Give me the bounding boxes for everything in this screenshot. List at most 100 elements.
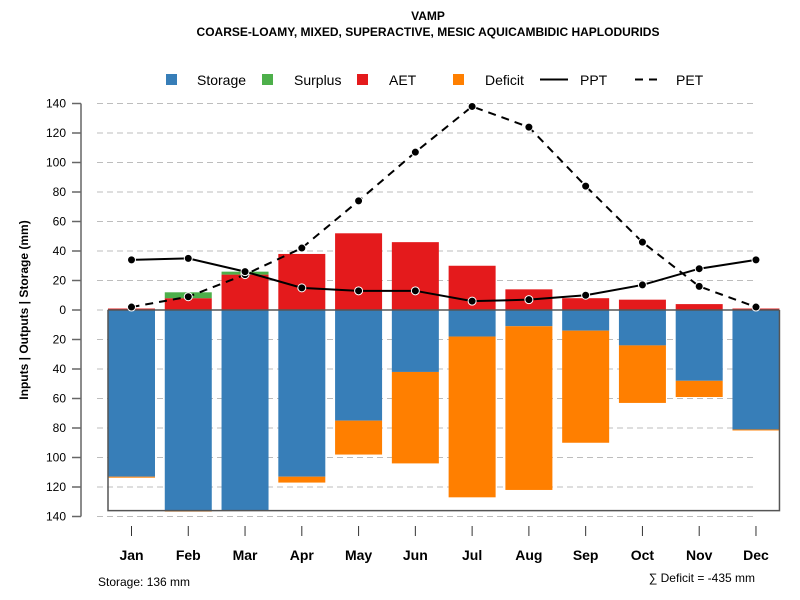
pet-point (297, 243, 307, 253)
y-tick-label: 120 (46, 126, 66, 140)
pet-point (581, 181, 591, 191)
storage-capacity-outline (107, 310, 781, 512)
x-tick-label: Jul (462, 547, 482, 563)
ppt-point (183, 253, 193, 263)
y-tick-label: 60 (53, 392, 67, 406)
aet-bar (562, 298, 610, 310)
x-tick-label: Jan (119, 547, 143, 563)
aet-bar (278, 253, 326, 310)
deficit-bar (391, 371, 439, 464)
x-tick-label: May (345, 547, 372, 563)
y-tick-label: 60 (53, 215, 67, 229)
ppt-point (751, 255, 761, 265)
aet-bar (675, 304, 723, 310)
legend-label-pet: PET (676, 72, 704, 88)
ppt-point (524, 295, 534, 305)
x-tick-label: Dec (743, 547, 769, 563)
deficit-bar (675, 380, 723, 398)
aet-bar (164, 298, 212, 310)
pet-point (127, 302, 136, 312)
storage-bar (221, 310, 269, 511)
legend-label-ppt: PPT (580, 72, 608, 88)
aet-bar (618, 299, 666, 310)
y-tick-label: 80 (53, 185, 67, 199)
y-tick-label: 140 (46, 97, 66, 111)
storage-bar (448, 310, 496, 337)
ppt-point (354, 286, 364, 296)
pet-point (467, 101, 477, 111)
pet-line (131, 105, 757, 309)
storage-bar (391, 310, 439, 372)
x-axis: Jan Feb Mar Apr May Jun Jul Aug Sep Oct Nov Dec (119, 526, 769, 563)
pet-point (637, 237, 647, 247)
y-tick-label: 80 (53, 421, 67, 435)
x-tick-label: Apr (290, 547, 315, 563)
ppt-point (297, 283, 307, 293)
legend-label-aet: AET (389, 72, 417, 88)
y-axis-label: Inputs | Outputs | Storage (mm) (17, 220, 31, 399)
pet-point (410, 147, 420, 157)
chart-subtitle: COARSE-LOAMY, MIXED, SUPERACTIVE, MESIC … (197, 25, 660, 39)
storage-bar (562, 310, 610, 331)
storage-bar (335, 310, 383, 421)
ppt-point (467, 296, 477, 306)
y-tick-label: 100 (46, 156, 66, 170)
storage-capacity-box (107, 310, 781, 512)
storage-bar (618, 310, 666, 346)
deficit-sum-annotation: ∑ Deficit = -435 mm (649, 571, 755, 585)
x-tick-label: Jun (403, 547, 428, 563)
y-tick-label: 100 (46, 451, 66, 465)
ppt-point (127, 255, 136, 265)
deficit-bar (448, 336, 496, 498)
storage-annotation: Storage: 136 mm (98, 575, 190, 589)
legend-swatch-deficit (453, 74, 464, 85)
x-tick-label: Mar (233, 547, 258, 563)
y-tick-label: 40 (53, 362, 67, 376)
deficit-bar (562, 330, 610, 443)
pet-point (751, 302, 761, 312)
pet-point (524, 122, 534, 132)
aet-bar (391, 242, 439, 310)
y-tick-label: 40 (53, 244, 67, 258)
storage-bar (108, 310, 155, 477)
deficit-bar (335, 420, 383, 455)
y-tick-label: 0 (59, 303, 66, 317)
ppt-line (131, 257, 757, 303)
deficit-bar (278, 476, 326, 483)
legend-swatch-storage (166, 74, 177, 85)
pet-point (183, 292, 193, 302)
aet-bar (335, 233, 383, 310)
pet-point (694, 281, 704, 291)
legend-label-surplus: Surplus (294, 72, 341, 88)
x-tick-label: Sep (573, 547, 599, 563)
legend-label-deficit: Deficit (485, 72, 524, 88)
ppt-point (637, 280, 647, 290)
x-tick-label: Oct (631, 547, 655, 563)
series-lines (127, 101, 761, 312)
deficit-bar (732, 429, 780, 431)
ppt-point (581, 290, 591, 300)
pet-point (354, 196, 364, 206)
storage-bar (164, 310, 212, 511)
y-tick-label: 20 (53, 333, 67, 347)
ppt-point (240, 267, 250, 277)
legend-swatch-surplus (262, 74, 273, 85)
y-tick-label: 120 (46, 480, 66, 494)
x-tick-label: Nov (686, 547, 713, 563)
deficit-bar (108, 476, 155, 478)
chart-title: VAMP (411, 9, 445, 23)
legend: Storage Surplus AET Deficit PPT PET (166, 72, 704, 88)
y-tick-label: 20 (53, 274, 67, 288)
storage-bar (505, 310, 553, 327)
storage-bar (278, 310, 326, 477)
x-tick-label: Feb (176, 547, 201, 563)
ppt-point (410, 286, 420, 296)
y-axis: 140 120 100 80 60 40 20 0 20 40 60 80 100 120 140 (46, 97, 82, 524)
y-tick-label: 140 (46, 510, 66, 524)
legend-swatch-aet (357, 74, 368, 85)
deficit-bar (618, 345, 666, 403)
storage-bar (732, 310, 780, 430)
aet-bar (221, 274, 269, 310)
legend-label-storage: Storage (197, 72, 246, 88)
